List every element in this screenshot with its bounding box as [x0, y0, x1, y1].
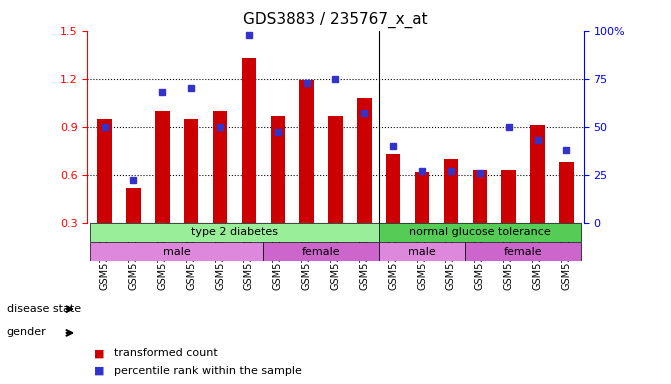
Bar [97, 119, 112, 223]
Bar [501, 170, 516, 223]
FancyBboxPatch shape [379, 223, 581, 242]
Text: disease state: disease state [7, 304, 81, 314]
Bar [357, 98, 372, 223]
Bar [386, 154, 401, 223]
Bar [328, 116, 343, 223]
Bar [155, 111, 170, 223]
Bar [299, 80, 314, 223]
Bar [444, 159, 458, 223]
Bar [242, 58, 256, 223]
FancyBboxPatch shape [90, 223, 379, 242]
Text: male: male [163, 247, 191, 257]
Text: male: male [408, 247, 436, 257]
Bar [270, 116, 285, 223]
Bar [213, 111, 227, 223]
Text: female: female [504, 247, 542, 257]
Text: female: female [302, 247, 340, 257]
Text: type 2 diabetes: type 2 diabetes [191, 227, 278, 237]
Bar [415, 172, 429, 223]
Text: gender: gender [7, 327, 46, 337]
Text: ■: ■ [94, 348, 105, 358]
Text: transformed count: transformed count [114, 348, 218, 358]
Bar [184, 119, 199, 223]
Bar [530, 125, 545, 223]
Text: ■: ■ [94, 366, 105, 376]
Text: percentile rank within the sample: percentile rank within the sample [114, 366, 302, 376]
FancyBboxPatch shape [379, 242, 466, 261]
Bar [472, 170, 487, 223]
FancyBboxPatch shape [263, 242, 379, 261]
FancyBboxPatch shape [466, 242, 581, 261]
FancyBboxPatch shape [90, 242, 263, 261]
Text: normal glucose tolerance: normal glucose tolerance [409, 227, 551, 237]
Bar [126, 187, 141, 223]
Title: GDS3883 / 235767_x_at: GDS3883 / 235767_x_at [243, 12, 428, 28]
Bar [559, 162, 574, 223]
